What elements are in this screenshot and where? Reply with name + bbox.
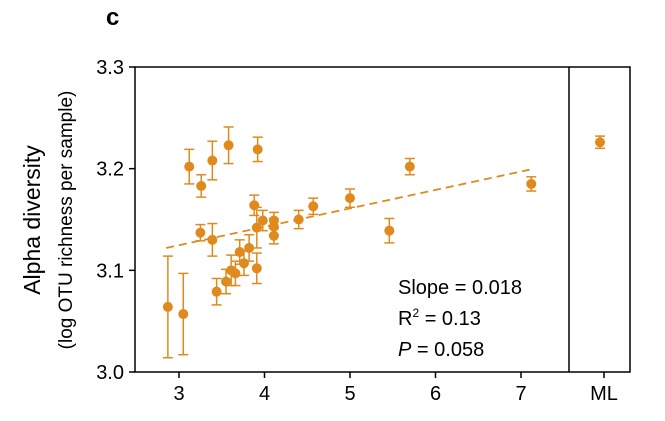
p-annotation: P = 0.058 (398, 339, 484, 361)
data-point (526, 178, 537, 189)
data-point (252, 144, 263, 155)
data-point (257, 215, 268, 226)
panel-label: c (106, 4, 119, 31)
data-point (238, 258, 249, 269)
y-tick-label: 3.3 (96, 57, 124, 79)
data-point (404, 161, 415, 172)
x-tick-label: 5 (344, 383, 355, 405)
data-point (595, 137, 605, 148)
plot-frame (134, 66, 631, 373)
data-point (162, 301, 173, 312)
data-point (234, 247, 245, 258)
y-axis-sublabel: (log OTU richness per sample) (56, 91, 77, 350)
r2-annotation: R2 = 0.13 (398, 306, 481, 330)
data-point (211, 286, 222, 297)
slope-annotation: Slope = 0.018 (398, 277, 522, 299)
data-point (223, 140, 234, 151)
data-point (184, 161, 195, 172)
data-point (207, 234, 218, 245)
data-point (251, 263, 262, 274)
trend-line (165, 168, 530, 249)
data-point (268, 230, 279, 241)
data-point (178, 309, 189, 320)
data-point (230, 268, 241, 279)
data-point (207, 155, 218, 166)
data-point (293, 214, 304, 225)
data-point (221, 276, 232, 287)
x-tick-label: 4 (259, 383, 270, 405)
x-tick-label-ml: ML (590, 383, 618, 405)
data-point (345, 193, 355, 204)
x-tick-label: 7 (515, 383, 526, 405)
data-point (196, 180, 207, 191)
data-point (268, 221, 279, 232)
data-point (244, 242, 255, 253)
data-point (384, 225, 395, 236)
x-tick-label: 6 (430, 383, 441, 405)
data-point (195, 227, 206, 238)
y-tick-label: 3.2 (96, 159, 124, 181)
y-tick-label: 3.1 (96, 260, 124, 282)
data-point (249, 200, 260, 211)
y-tick-label: 3.0 (96, 362, 124, 384)
y-axis-label: Alpha diversity (19, 145, 45, 295)
x-tick-label: 3 (173, 383, 184, 405)
data-point (308, 201, 319, 212)
